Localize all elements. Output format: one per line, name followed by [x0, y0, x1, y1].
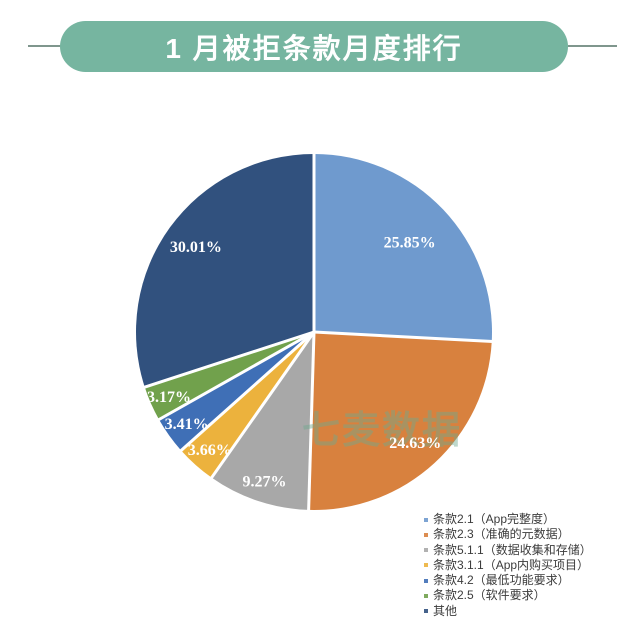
legend-bullet-icon	[424, 548, 428, 553]
legend-item-3: 条款5.1.1（数据收集和存储）	[424, 543, 592, 558]
legend-label: 条款5.1.1（数据收集和存储）	[433, 542, 592, 557]
title-pill: 1 月被拒条款月度排行	[60, 21, 568, 72]
legend-item-2: 条款2.3（准确的元数据）	[424, 527, 592, 542]
slice-value-label-3: 9.27%	[243, 474, 287, 491]
slice-divider-3	[307, 331, 316, 511]
legend-bullet-icon	[424, 593, 428, 598]
slice-value-label-7: 30.01%	[170, 239, 222, 256]
legend-label: 其他	[433, 603, 458, 618]
header-line-right	[568, 45, 617, 47]
pie-slice-4	[181, 332, 314, 478]
chart-legend: 条款2.1（App完整度） 条款2.3（准确的元数据） 条款5.1.1（数据收集和存…	[424, 512, 592, 619]
legend-label: 条款4.2（最低功能要求）	[433, 573, 570, 588]
slice-value-label-2: 24.63%	[389, 435, 441, 452]
legend-bullet-icon	[424, 563, 428, 568]
page-title: 1 月被拒条款月度排行	[165, 32, 463, 64]
watermark: 七麦数据	[302, 410, 462, 452]
legend-bullet-icon	[424, 609, 428, 614]
legend-item-6: 条款2.5（软件要求）	[424, 588, 592, 603]
legend-item-1: 条款2.1（App完整度）	[424, 512, 592, 527]
pie-slice-6	[144, 332, 314, 420]
legend-label: 条款2.3（准确的元数据）	[433, 527, 570, 542]
legend-bullet-icon	[424, 532, 428, 537]
slice-value-label-4: 3.66%	[188, 442, 232, 459]
legend-item-7: 其他	[424, 604, 592, 619]
pie-slice-5	[158, 332, 314, 451]
legend-label: 条款2.5（软件要求）	[433, 588, 546, 603]
legend-bullet-icon	[424, 578, 428, 583]
pie-slice-3	[211, 332, 314, 510]
slice-value-label-1: 25.85%	[384, 234, 436, 251]
slice-divider-4	[209, 331, 316, 480]
legend-bullet-icon	[424, 517, 428, 522]
pie-slice-7	[136, 154, 314, 388]
slice-divider-5	[179, 330, 315, 453]
legend-label: 条款3.1.1（App内购买项目）	[433, 557, 590, 572]
legend-item-4: 条款3.1.1（App内购买项目）	[424, 558, 592, 573]
slice-divider-6	[157, 330, 315, 422]
slice-value-label-5: 3.41%	[165, 416, 209, 433]
slice-divider-7	[143, 330, 315, 389]
chart-header: 1 月被拒条款月度排行	[0, 21, 640, 72]
pie-slice-1	[314, 154, 492, 342]
legend-label: 条款2.1（App完整度）	[433, 512, 556, 526]
pie-slice-2	[308, 332, 492, 510]
slice-divider-2	[313, 330, 493, 344]
legend-item-5: 条款4.2（最低功能要求）	[424, 573, 592, 588]
header-line-left	[28, 45, 62, 47]
slice-value-label-6: 3.17%	[147, 389, 191, 406]
